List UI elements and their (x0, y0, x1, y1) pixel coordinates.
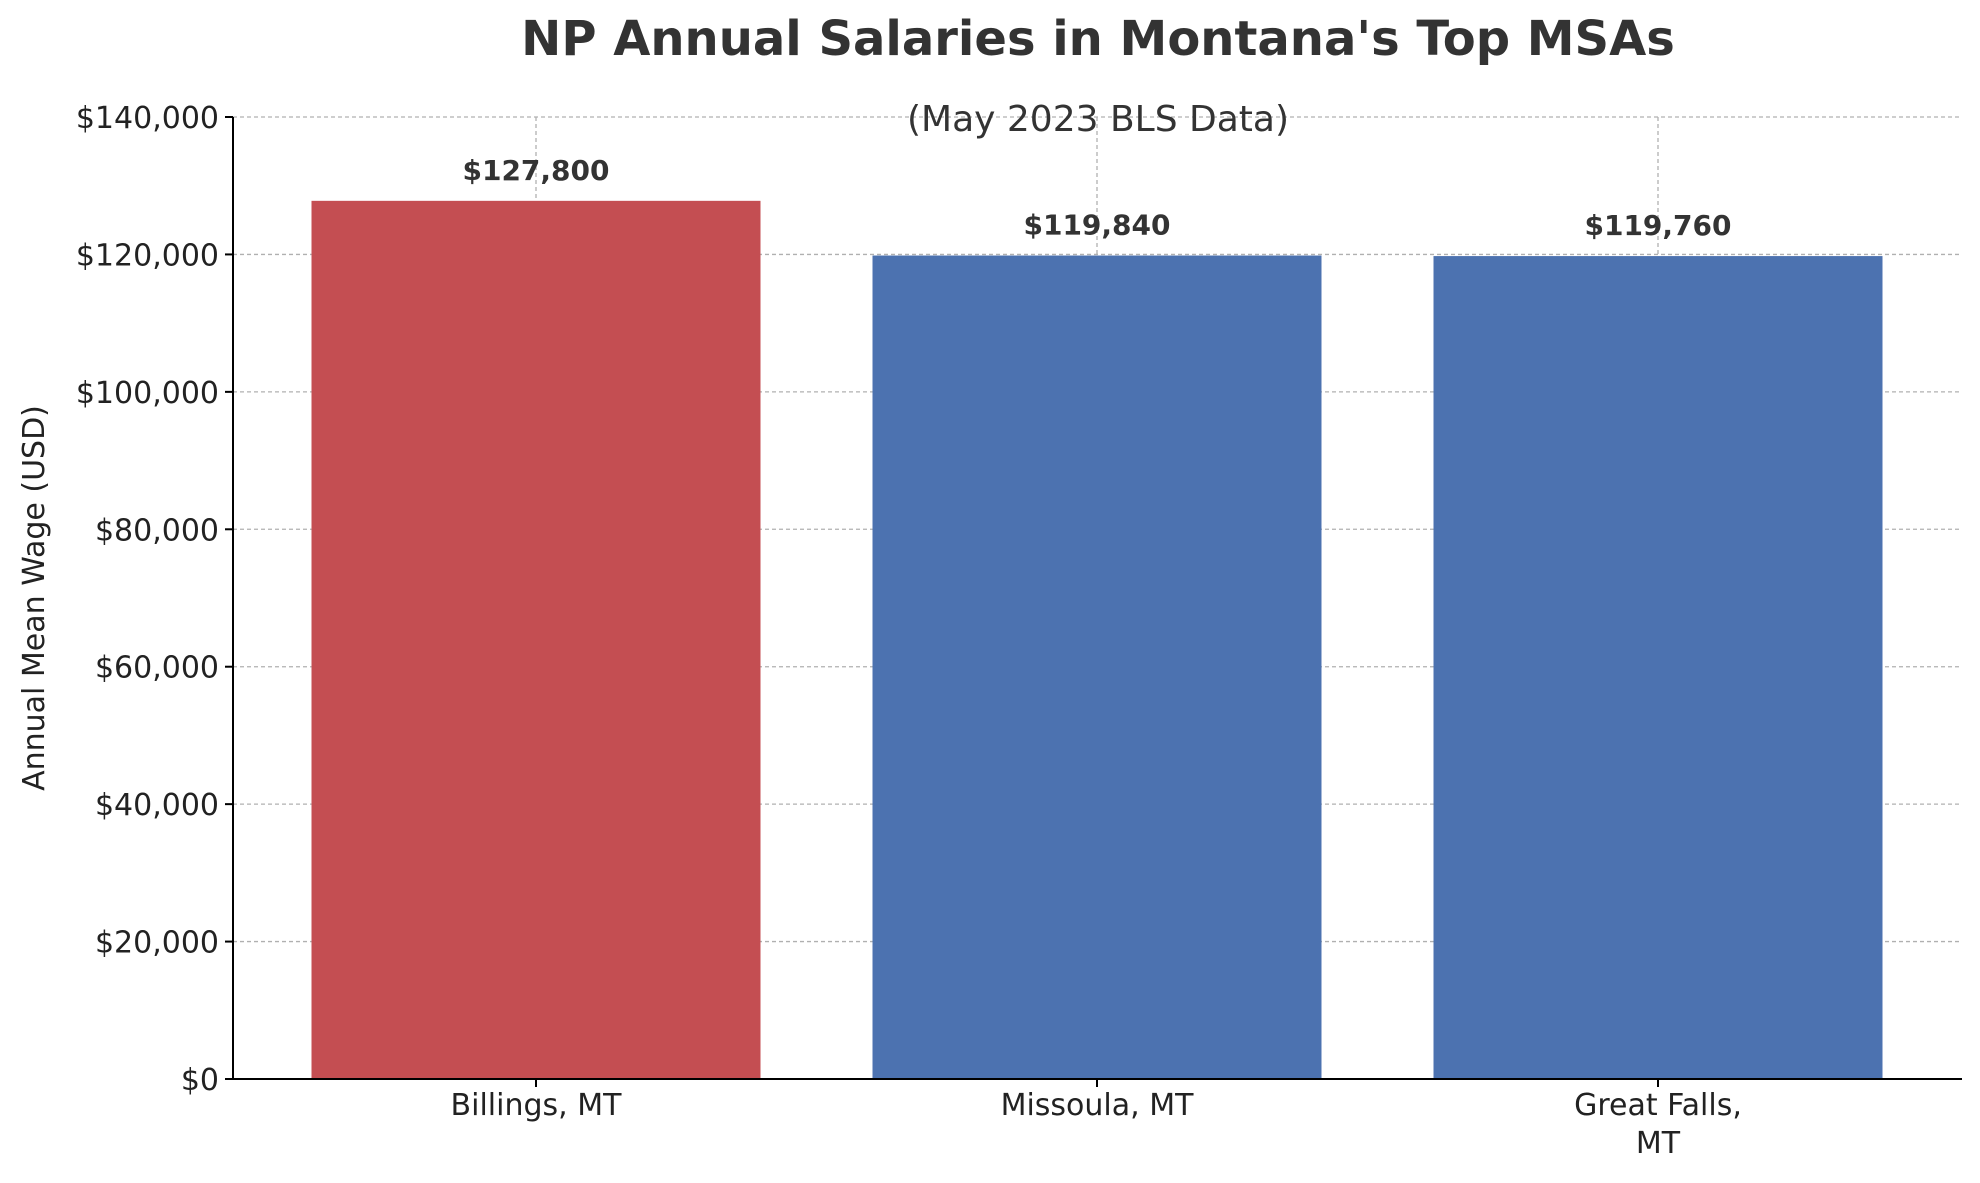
y-tick-label: $80,000 (95, 513, 219, 548)
chart-title: NP Annual Salaries in Montana's Top MSAs (521, 11, 1675, 67)
y-tick-label: $140,000 (76, 101, 219, 136)
x-tick-label-line: Billings, MT (451, 1088, 623, 1123)
bar (311, 200, 761, 1079)
bars-layer (311, 200, 1883, 1079)
y-tick-label: $40,000 (95, 788, 219, 823)
x-tick-label: Great Falls, MT (1574, 1088, 1742, 1161)
axes-layer (225, 116, 1962, 1087)
y-axis-label: Annual Mean Wage (USD) (17, 405, 52, 791)
data-label: $119,760 (1584, 209, 1731, 242)
labels-layer: $0 $20,000 $40,000 $60,000 $80,000 $100,000 $1… (76, 101, 1742, 1161)
y-tick-label: $20,000 (95, 926, 219, 961)
x-tick-label-line: MT (1636, 1126, 1681, 1161)
x-tick-label-line: Missoula, MT (1001, 1088, 1195, 1123)
chart-subtitle: (May 2023 BLS Data) (907, 99, 1289, 140)
x-tick-label: Missoula, MT (1001, 1088, 1195, 1123)
y-tick-label: $0 (181, 1063, 219, 1098)
y-tick-label: $60,000 (95, 651, 219, 686)
x-tick-label-line: Great Falls, (1574, 1088, 1742, 1123)
y-tick-label: $120,000 (76, 238, 219, 273)
bar (872, 255, 1322, 1079)
x-tick-label: Billings, MT (451, 1088, 623, 1123)
data-label: $127,800 (462, 154, 609, 187)
y-tick-label: $100,000 (76, 376, 219, 411)
bar (1433, 256, 1883, 1079)
data-label: $119,840 (1023, 209, 1170, 242)
